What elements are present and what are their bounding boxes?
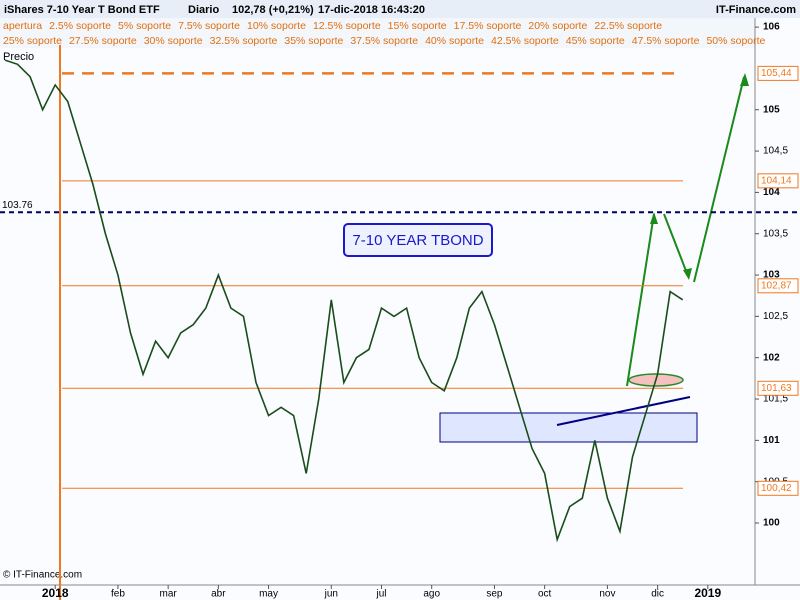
arrow	[663, 213, 689, 277]
price-line	[4, 59, 684, 543]
indicator-label: 25% soporte	[3, 35, 62, 47]
arrow-head	[683, 268, 692, 280]
indicator-label: 45% soporte	[566, 35, 625, 47]
x-tick-label: abr	[211, 589, 226, 600]
level-label: 101,63	[761, 383, 792, 394]
chart-title: iShares 7-10 Year T Bond ETF	[4, 4, 160, 16]
trend-line	[556, 396, 691, 426]
indicator-label: 27.5% soporte	[69, 35, 137, 47]
y-tick-label: 105	[763, 104, 780, 115]
indicator-label: 22.5% soporte	[594, 20, 662, 32]
x-tick-label: jun	[324, 589, 338, 600]
annotation-box	[343, 223, 493, 257]
level-label-box	[757, 380, 799, 396]
indicator-label: 30% soporte	[144, 35, 203, 47]
arrow	[626, 213, 655, 387]
x-tick-label: nov	[599, 589, 615, 600]
indicator-label: 40% soporte	[425, 35, 484, 47]
y-tick-label: 106	[763, 22, 780, 33]
indicator-label: 47.5% soporte	[632, 35, 700, 47]
indicator-label: 35% soporte	[284, 35, 343, 47]
indicator-label: 37.5% soporte	[350, 35, 418, 47]
support-zone	[439, 412, 698, 443]
indicator-label: 5% soporte	[118, 20, 171, 32]
arrow-head	[740, 73, 749, 86]
indicator-label: 32.5% soporte	[210, 35, 278, 47]
price-label: Precio	[3, 51, 34, 63]
y-tick-label: 100	[763, 518, 780, 529]
y-tick-label: 103,5	[763, 228, 788, 239]
indicator-bar	[0, 18, 755, 48]
indicator-label: 10% soporte	[247, 20, 306, 32]
reference-label: 103.76	[2, 200, 33, 211]
footer: © IT-Finance.com	[3, 570, 82, 581]
x-tick-label: jul	[375, 589, 386, 600]
timestamp: 17-dic-2018 16:43:20	[318, 4, 425, 16]
indicator-label: apertura	[3, 20, 42, 32]
x-tick-label: mar	[160, 589, 178, 600]
x-tick-label: 2019	[694, 586, 721, 600]
arrow-head	[650, 212, 658, 224]
arrow	[693, 76, 745, 283]
indicator-label: 15% soporte	[388, 20, 447, 32]
header-bar	[0, 0, 800, 18]
level-label-box	[757, 173, 799, 189]
x-tick-label: may	[259, 589, 278, 600]
x-tick-label: 2018	[42, 586, 69, 600]
x-tick-label: feb	[111, 589, 125, 600]
indicator-label: 12.5% soporte	[313, 20, 381, 32]
level-label: 104,14	[761, 175, 792, 186]
y-tick-label: 103	[763, 270, 780, 281]
y-tick-label: 104,5	[763, 146, 788, 157]
period: Diario	[188, 4, 219, 16]
x-tick-label: dic	[651, 589, 664, 600]
y-tick-label: 101	[763, 435, 780, 446]
x-tick-label: oct	[538, 589, 552, 600]
y-tick-label: 104	[763, 187, 780, 198]
indicator-label: 17.5% soporte	[454, 20, 522, 32]
x-tick-label: ago	[423, 589, 440, 600]
level-label: 102,87	[761, 280, 792, 291]
level-label: 105,44	[761, 68, 792, 79]
y-tick-label: 101,5	[763, 394, 788, 405]
level-label: 100,42	[761, 483, 792, 494]
annotation: 7-10 YEAR TBOND	[352, 232, 483, 249]
indicator-label: 42.5% soporte	[491, 35, 559, 47]
level-label-box	[757, 480, 799, 496]
indicator-label: 7.5% soporte	[178, 20, 240, 32]
level-label-box	[757, 278, 799, 294]
indicator-label: 2.5% soporte	[49, 20, 111, 32]
y-tick-label: 102,5	[763, 311, 788, 322]
indicator-label: 50% soporte	[706, 35, 765, 47]
y-tick-label: 102	[763, 352, 780, 363]
last-price: 102,78 (+0,21%)	[232, 4, 314, 16]
level-label-box	[757, 65, 799, 81]
indicator-label: 20% soporte	[528, 20, 587, 32]
source: IT-Finance.com	[716, 4, 796, 16]
x-tick-label: sep	[486, 589, 503, 600]
